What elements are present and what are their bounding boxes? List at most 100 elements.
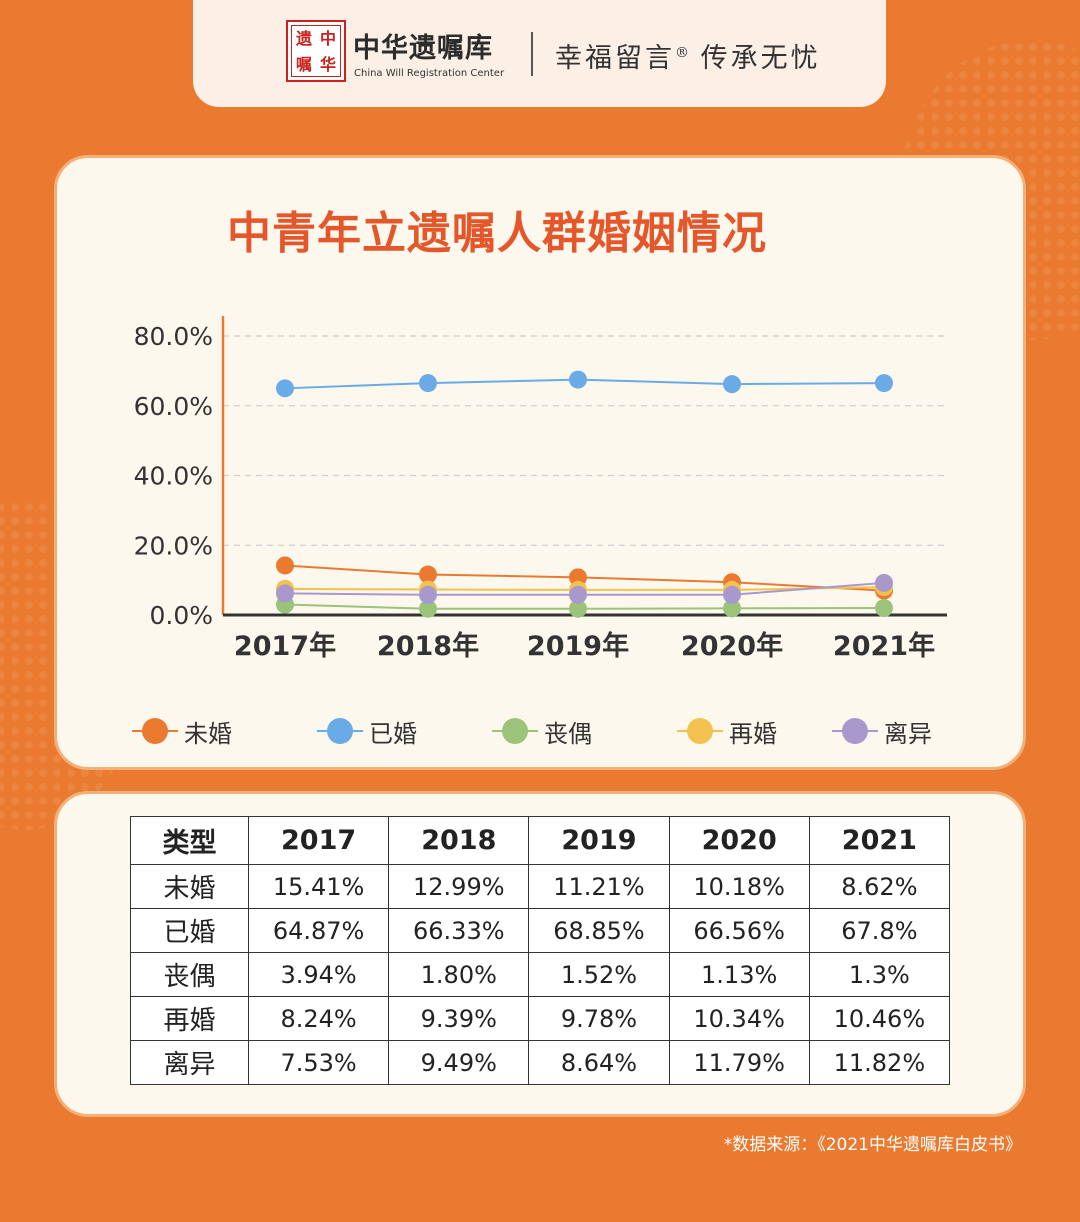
seal-char: 华 [319, 55, 336, 74]
data-point-已婚 [723, 375, 741, 394]
line-chart: 0.0% 20.0% 40.0% 60.0% 80.0% 2017年 2018年 2019年 2… [134, 316, 947, 662]
row-label: 丧偶 [130, 952, 249, 997]
header-2018: 2018 [388, 816, 530, 865]
table-cell: 11.82% [808, 1040, 951, 1085]
chart-title: 中青年立遗嘱人群婚姻情况 [227, 208, 767, 259]
legend-label: 离异 [884, 719, 932, 748]
data-point-未婚 [276, 556, 294, 575]
brand-seal-logo: 遗 中 嘱 华 [286, 20, 346, 82]
table-cell: 64.87% [247, 908, 390, 953]
legend-swatch [492, 716, 538, 746]
row-label: 再婚 [130, 996, 249, 1041]
brand-name-en: China Will Registration Center [354, 68, 505, 79]
table-cell: 11.79% [668, 1040, 810, 1085]
table-row: 丧偶 3.94% 1.80% 1.52% 1.13% 1.3% [130, 952, 951, 997]
table-cell: 1.80% [388, 952, 530, 997]
data-table: 类型 2017 2018 2019 2020 2021 未婚 15.41% 12… [130, 816, 951, 1085]
data-point-已婚 [419, 374, 437, 393]
legend-label: 再婚 [729, 719, 777, 748]
data-point-已婚 [569, 370, 587, 389]
table-row: 已婚 64.87% 66.33% 68.85% 66.56% 67.8% [130, 908, 951, 953]
data-point-未婚 [569, 568, 587, 587]
table-cell: 9.39% [388, 996, 530, 1041]
data-point-已婚 [875, 374, 893, 393]
table-cell: 7.53% [247, 1040, 390, 1085]
table-cell: 68.85% [528, 908, 670, 953]
header-2019: 2019 [528, 816, 670, 865]
header-type: 类型 [130, 816, 249, 865]
y-tick-label: 60.0% [134, 392, 213, 421]
legend-item: 已婚 [317, 713, 417, 749]
slogan-tail: 传承无忧 [689, 43, 821, 74]
legend-swatch [317, 716, 363, 746]
data-point-丧偶 [569, 599, 587, 618]
table-cell: 66.56% [668, 908, 810, 953]
header-divider [531, 32, 533, 76]
slogan: 幸福留言® 传承无忧 [555, 36, 821, 75]
brand-name-cn: 中华遗嘱库 [353, 33, 493, 64]
seal-char: 嘱 [295, 55, 312, 74]
table-cell: 11.21% [528, 864, 670, 909]
table-cell: 12.99% [388, 864, 530, 909]
table-cell: 15.41% [247, 864, 390, 909]
legend-item: 未婚 [132, 713, 232, 749]
table-cell: 9.78% [528, 996, 670, 1041]
legend-label: 丧偶 [544, 719, 592, 748]
legend-item: 再婚 [677, 713, 777, 749]
table-cell: 3.94% [247, 952, 390, 997]
row-label: 离异 [130, 1040, 249, 1085]
row-label: 未婚 [130, 864, 249, 909]
legend-label: 未婚 [184, 719, 232, 748]
y-tick-label: 80.0% [134, 322, 213, 351]
legend-item: 丧偶 [492, 713, 592, 749]
chart-legend: 未婚 已婚 丧偶 再婚 离异 [132, 713, 972, 749]
table-row: 离异 7.53% 9.49% 8.64% 11.79% 11.82% [130, 1040, 951, 1085]
x-tick-label: 2017年 [234, 630, 336, 662]
data-point-未婚 [419, 565, 437, 584]
header-2017: 2017 [247, 816, 390, 865]
data-point-离异 [276, 584, 294, 603]
legend-swatch [832, 716, 878, 746]
table-cell: 1.13% [668, 952, 810, 997]
data-point-丧偶 [419, 599, 437, 618]
data-point-离异 [569, 585, 587, 604]
table-cell: 8.62% [808, 864, 951, 909]
seal-char: 遗 [295, 29, 312, 48]
data-point-丧偶 [723, 599, 741, 618]
x-tick-label: 2019年 [527, 630, 629, 662]
legend-item: 离异 [832, 713, 932, 749]
table-cell: 67.8% [808, 908, 951, 953]
table-card: 类型 2017 2018 2019 2020 2021 未婚 15.41% 12… [54, 791, 1026, 1117]
table-cell: 10.34% [668, 996, 810, 1041]
data-point-离异 [723, 585, 741, 604]
table-header-row: 类型 2017 2018 2019 2020 2021 [130, 816, 951, 865]
x-tick-label: 2018年 [377, 630, 479, 662]
table-row: 未婚 15.41% 12.99% 11.21% 10.18% 8.62% [130, 864, 951, 909]
table-cell: 8.24% [247, 996, 390, 1041]
data-point-离异 [875, 573, 893, 592]
table-cell: 1.52% [528, 952, 670, 997]
table-row: 再婚 8.24% 9.39% 9.78% 10.34% 10.46% [130, 996, 951, 1041]
x-tick-label: 2021年 [833, 630, 935, 662]
legend-swatch [677, 716, 723, 746]
y-tick-label: 40.0% [134, 462, 213, 491]
table-cell: 66.33% [388, 908, 530, 953]
table-cell: 8.64% [528, 1040, 670, 1085]
brand-header: 遗 中 嘱 华 中华遗嘱库 China Will Registration Ce… [193, 0, 886, 107]
data-point-丧偶 [875, 599, 893, 618]
chart-card: 中青年立遗嘱人群婚姻情况 0.0% 20.0% 40.0% 60.0% 80.0% 201… [54, 155, 1026, 770]
table-cell: 10.18% [668, 864, 810, 909]
table-cell: 9.49% [388, 1040, 530, 1085]
data-source-note: *数据来源：《2021中华遗嘱库白皮书》 [723, 1135, 1022, 1155]
slogan-text: 幸福留言 [555, 43, 675, 74]
data-point-离异 [419, 585, 437, 604]
y-tick-label: 0.0% [149, 601, 213, 630]
data-point-已婚 [276, 379, 294, 398]
seal-char: 中 [319, 29, 336, 48]
legend-swatch [132, 716, 178, 746]
registered-mark: ® [675, 45, 689, 61]
legend-label: 已婚 [369, 719, 417, 748]
header-2021: 2021 [808, 816, 951, 865]
table-cell: 10.46% [808, 996, 951, 1041]
row-label: 已婚 [130, 908, 249, 953]
